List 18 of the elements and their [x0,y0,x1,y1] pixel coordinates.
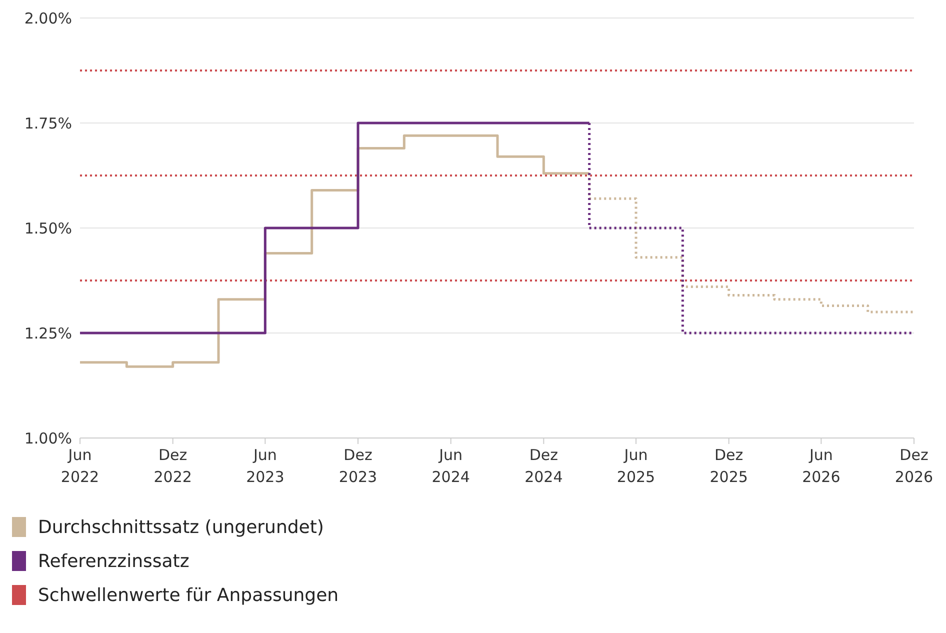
x-tick-label: Dez 2023 [338,446,378,486]
legend-label: Schwellenwerte für Anpassungen [38,584,339,606]
x-tick-label: Dez 2022 [154,446,192,486]
legend-label: Referenzzinssatz [38,550,190,572]
y-tick-label: 1.75% [24,114,72,132]
x-tick-label: Dez 2024 [524,446,563,486]
x-tick-label: Jun 2024 [432,446,470,486]
y-tick-label: 1.25% [24,324,72,342]
y-tick-label: 1.50% [24,219,72,238]
x-tick-label: Dez 2026 [894,446,934,486]
legend-label: Durchschnittssatz (ungerundet) [38,516,324,538]
x-tick-label: Jun 2022 [60,446,100,486]
y-tick-label: 1.00% [24,429,72,448]
x-tick-label: Dez 2025 [710,446,748,486]
x-tick-label: Jun 2026 [802,446,840,486]
x-tick-label: Jun 2023 [246,446,284,486]
y-tick-label: 2.00% [24,9,72,28]
x-tick-label: Jun 2025 [616,446,656,486]
